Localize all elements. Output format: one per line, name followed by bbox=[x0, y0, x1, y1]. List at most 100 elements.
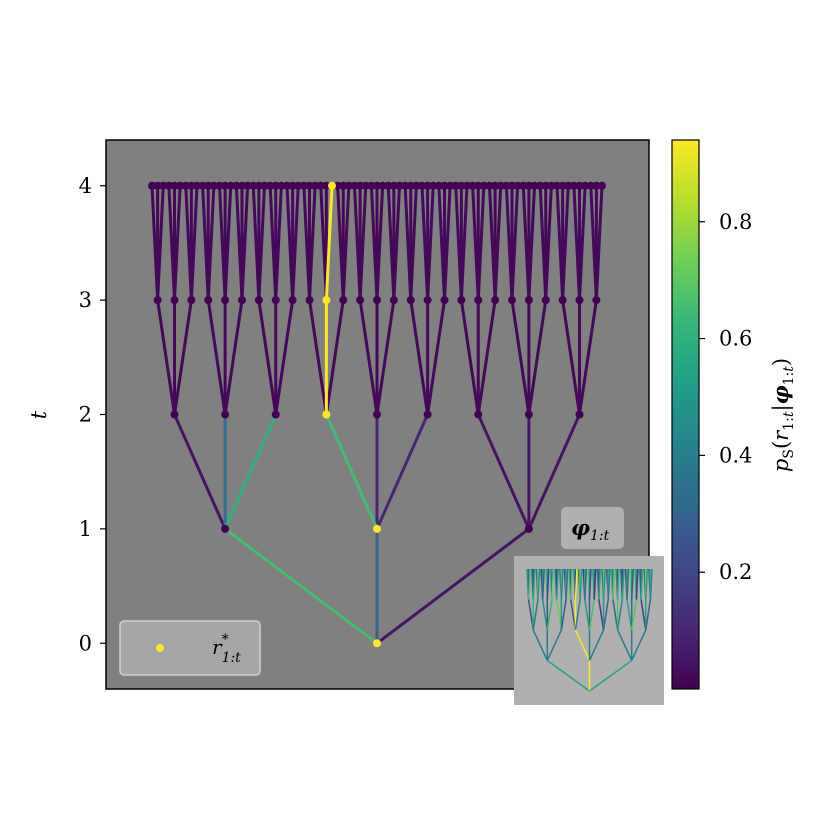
tree-node bbox=[474, 410, 483, 419]
inset-edge bbox=[546, 568, 550, 600]
tree-edge bbox=[476, 184, 486, 302]
tree-node bbox=[249, 181, 258, 190]
inset-edge bbox=[579, 568, 583, 600]
tree-node bbox=[164, 181, 173, 190]
tree-node bbox=[266, 181, 275, 190]
tree-node bbox=[423, 296, 432, 305]
tree-edge bbox=[527, 184, 536, 302]
inset: φ1:t bbox=[514, 507, 664, 705]
inset-edge bbox=[588, 568, 592, 600]
tree-node bbox=[221, 296, 230, 305]
tree-node bbox=[373, 181, 381, 190]
inset-edge bbox=[532, 568, 536, 600]
tree-node bbox=[356, 296, 365, 305]
tree-node bbox=[170, 181, 179, 190]
legend-marker bbox=[156, 644, 164, 652]
tree-node bbox=[271, 410, 280, 419]
inset-edge bbox=[555, 599, 563, 631]
tree-node bbox=[451, 181, 460, 190]
tree-node bbox=[395, 181, 404, 190]
tree-node bbox=[429, 181, 438, 190]
inset-edge bbox=[602, 599, 609, 631]
tree-node bbox=[457, 181, 466, 190]
tree-edges bbox=[150, 184, 604, 645]
y-tick-label: 3 bbox=[79, 288, 92, 312]
tree-node bbox=[581, 181, 590, 190]
tree-node bbox=[193, 181, 201, 190]
tree-edge bbox=[493, 184, 503, 302]
tree-edge bbox=[240, 184, 250, 302]
tree-node bbox=[209, 181, 218, 190]
inset-edge bbox=[570, 568, 574, 600]
tree-node bbox=[547, 181, 556, 190]
tree-node bbox=[491, 296, 500, 305]
tree-edge bbox=[358, 184, 368, 302]
tree-node bbox=[530, 181, 539, 190]
tree-node bbox=[575, 296, 584, 305]
inset-edge bbox=[541, 568, 545, 600]
tree-edge bbox=[274, 298, 295, 416]
tree-node bbox=[277, 181, 286, 190]
inset-edge bbox=[640, 599, 647, 631]
tree-edge bbox=[223, 184, 233, 302]
tree-edge bbox=[308, 184, 317, 302]
tree-node bbox=[423, 410, 432, 419]
tree-node bbox=[373, 410, 381, 419]
tree-node bbox=[226, 181, 235, 190]
tree-edge bbox=[392, 184, 401, 302]
tree-edge bbox=[308, 298, 328, 416]
tree-node bbox=[406, 296, 415, 305]
tree-edge bbox=[476, 413, 531, 531]
tree-node bbox=[238, 181, 246, 190]
y-axis: 0 1 2 3 4 bbox=[79, 174, 106, 655]
tree-node bbox=[254, 296, 263, 305]
tree-edge bbox=[510, 298, 531, 416]
tree-edge bbox=[426, 298, 446, 416]
tree-edge bbox=[443, 184, 452, 302]
inset-edge bbox=[588, 629, 605, 661]
tree-node bbox=[271, 296, 280, 305]
tree-edge bbox=[173, 184, 182, 302]
inset-edge bbox=[555, 568, 559, 600]
tree-node bbox=[536, 181, 545, 190]
inset-title-box bbox=[561, 507, 624, 549]
tree-node bbox=[170, 296, 179, 305]
tree-node bbox=[558, 296, 567, 305]
inset-edge bbox=[612, 568, 616, 600]
tree-node bbox=[474, 296, 483, 305]
tree-edge bbox=[324, 413, 379, 531]
tree-node bbox=[294, 181, 303, 190]
tree-node bbox=[479, 181, 488, 190]
tree-node bbox=[485, 181, 494, 190]
tree-node bbox=[564, 181, 573, 190]
inset-edge bbox=[584, 568, 588, 600]
y-axis-label: t bbox=[27, 410, 51, 419]
inset-edge bbox=[551, 568, 555, 600]
tree-node bbox=[153, 296, 162, 305]
inset-edge bbox=[527, 568, 531, 600]
tree-node bbox=[204, 296, 213, 305]
tree-edge bbox=[156, 298, 176, 416]
tree-node bbox=[491, 181, 500, 190]
inset-edge bbox=[574, 568, 578, 600]
tree-node bbox=[513, 181, 522, 190]
inset-edge bbox=[584, 599, 591, 631]
tree-edge bbox=[223, 527, 379, 645]
inset-edge bbox=[626, 568, 630, 600]
inset-edge bbox=[532, 599, 539, 631]
tree-node bbox=[221, 524, 230, 533]
tree-edge bbox=[561, 184, 570, 302]
y-tick-label: 4 bbox=[79, 174, 92, 198]
tree-node bbox=[389, 296, 398, 305]
tree-node bbox=[412, 181, 421, 190]
tree-node bbox=[339, 296, 348, 305]
tree-node bbox=[232, 181, 241, 190]
tree-node bbox=[181, 181, 190, 190]
tree-node bbox=[418, 181, 426, 190]
tree-node bbox=[496, 181, 505, 190]
tree-node bbox=[339, 181, 348, 190]
tree-node bbox=[508, 181, 516, 190]
tree-nodes bbox=[148, 181, 606, 648]
tree-node bbox=[350, 181, 359, 190]
